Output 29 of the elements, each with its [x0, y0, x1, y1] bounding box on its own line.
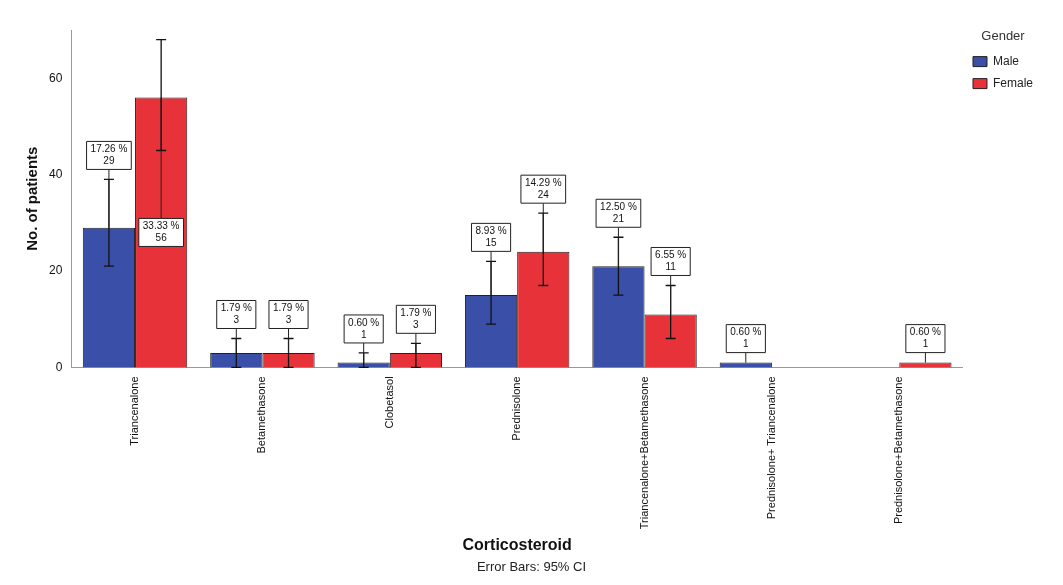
x-tick-label: Prednisolone	[510, 376, 523, 441]
data-label: 6.55 % 11	[655, 249, 687, 273]
x-tick-label: Clobetasol	[382, 376, 395, 429]
x-tick-label: Triancenalone+Betamethasone	[637, 376, 650, 530]
y-tick-label: 0	[55, 359, 63, 374]
legend-label: Male	[992, 53, 1020, 68]
data-label: 33.33 % 56	[142, 220, 180, 244]
legend-title: Gender	[981, 28, 1026, 44]
y-axis-title: No. of patients	[23, 146, 41, 251]
text: Error Bars: 95% CI	[476, 558, 587, 574]
y-tick-label: 60	[48, 70, 63, 85]
x-tick-label: Prednisolone+ Triancenalone	[764, 376, 777, 520]
data-label: 0.60 % 1	[909, 326, 942, 350]
data-label: 8.93 % 15	[475, 225, 507, 249]
data-label: 12.50 % 21	[600, 201, 637, 225]
y-tick-label: 40	[48, 166, 63, 181]
data-label: 14.29 % 24	[524, 176, 562, 200]
data-label: 1.79 % 3	[220, 302, 252, 326]
data-label: 0.60 % 1	[730, 326, 762, 350]
data-label: 1.79 % 3	[400, 307, 432, 331]
data-label: 1.79 % 3	[272, 302, 305, 326]
x-axis-title: Corticosteroid	[462, 536, 572, 554]
data-label: 0.60 % 1	[348, 316, 380, 340]
x-tick-label: Triancenalone	[128, 376, 141, 446]
x-tick-label: Betamethasone	[255, 376, 268, 454]
data-label: 17.26 % 29	[90, 143, 128, 167]
x-tick-label: Prednisolone+Betamethasone	[892, 376, 905, 525]
legend-label: Female	[992, 75, 1034, 90]
y-tick-label: 20	[48, 263, 63, 278]
